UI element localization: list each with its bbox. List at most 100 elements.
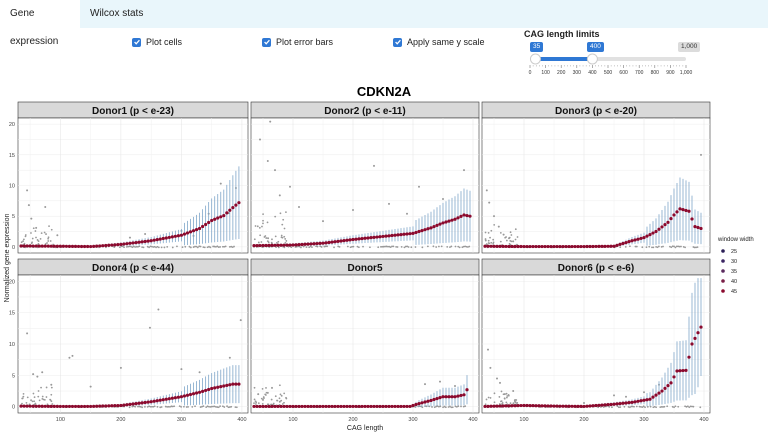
- cell-point: [421, 246, 424, 249]
- mean-point: [387, 234, 391, 238]
- mean-point: [687, 209, 691, 213]
- cell-point: [25, 401, 28, 404]
- x-axis-label: CAG length: [347, 425, 383, 432]
- mean-point: [699, 325, 703, 329]
- mean-point: [504, 404, 508, 408]
- mean-point: [176, 234, 180, 238]
- mean-point: [417, 401, 421, 406]
- tab-gene-expression[interactable]: Gene expression: [0, 0, 80, 47]
- mean-point: [576, 404, 580, 408]
- cell-point: [271, 386, 273, 389]
- cell-point: [170, 405, 173, 408]
- mean-point: [669, 381, 673, 385]
- mean-point: [303, 404, 307, 409]
- mean-point: [110, 243, 114, 247]
- cell-point: [185, 406, 188, 408]
- mean-point: [194, 391, 199, 395]
- cell-point: [640, 405, 642, 408]
- slider-high-handle[interactable]: [586, 53, 598, 65]
- cell-point: [50, 386, 53, 389]
- mean-point: [393, 404, 397, 409]
- mean-point: [354, 237, 358, 241]
- cell-point: [234, 406, 237, 409]
- cell-point: [219, 405, 221, 408]
- cell-point: [671, 405, 674, 408]
- cell-point: [223, 406, 226, 408]
- slider-low-handle[interactable]: [529, 53, 541, 65]
- cell-point: [440, 245, 443, 248]
- cell-point: [692, 246, 695, 248]
- cell-point: [510, 240, 513, 243]
- cell-point: [264, 394, 267, 396]
- cell-point: [653, 405, 656, 408]
- mean-point: [378, 404, 382, 409]
- cell-point: [285, 240, 288, 242]
- mean-point: [465, 213, 469, 218]
- mean-point: [237, 382, 241, 386]
- plot-error-bars-checkbox[interactable]: Plot error bars: [262, 35, 333, 49]
- cell-point: [274, 169, 276, 172]
- cell-point: [45, 233, 47, 235]
- cell-point: [262, 219, 264, 222]
- mean-point: [225, 383, 229, 387]
- mean-point: [58, 244, 62, 248]
- facet-label: Donor6 (p < e-6): [558, 263, 634, 274]
- cell-point: [384, 245, 386, 248]
- mean-point: [654, 393, 658, 397]
- mean-point: [672, 375, 676, 379]
- mean-point: [357, 237, 361, 241]
- cell-point: [484, 231, 487, 234]
- legend-entry: 45: [731, 289, 737, 295]
- cell-point: [298, 205, 300, 208]
- y-tick-label: 15: [9, 153, 15, 159]
- mean-point: [70, 404, 75, 409]
- cell-point: [166, 245, 169, 248]
- cell-point: [467, 246, 469, 248]
- cell-point: [386, 245, 389, 248]
- cell-point: [689, 405, 692, 408]
- slider-tick-label: 200: [557, 70, 566, 76]
- cell-point: [454, 385, 456, 388]
- mean-point: [122, 403, 126, 407]
- mean-point: [201, 224, 205, 229]
- cell-point: [259, 234, 262, 237]
- cell-point: [50, 228, 53, 231]
- cell-point: [194, 405, 196, 408]
- mean-point: [663, 223, 667, 227]
- cell-point: [137, 405, 139, 408]
- mean-point: [197, 390, 202, 394]
- cell-point: [209, 246, 212, 249]
- mean-point: [501, 244, 505, 248]
- plot-cells-checkbox[interactable]: Plot cells: [132, 35, 182, 49]
- mean-point: [137, 240, 141, 244]
- mean-point: [318, 241, 322, 245]
- cell-point: [497, 225, 500, 228]
- cell-point: [180, 368, 183, 371]
- cell-point: [692, 405, 695, 408]
- cell-point: [157, 246, 160, 249]
- mean-point: [507, 244, 511, 249]
- cell-point: [285, 396, 287, 399]
- cell-point: [253, 386, 256, 389]
- legend-swatch: [721, 259, 725, 263]
- cell-point: [684, 405, 686, 408]
- mean-point: [22, 244, 26, 248]
- mean-point: [64, 244, 69, 248]
- cell-point: [323, 245, 326, 248]
- mean-point: [627, 240, 631, 244]
- mean-point: [67, 244, 72, 248]
- mean-point: [540, 404, 544, 408]
- facet-panel: Donor1 (p < e-23) 0 5 10 15 20: [9, 101, 249, 254]
- mean-point: [420, 401, 424, 405]
- cell-point: [655, 246, 658, 248]
- mean-point: [351, 404, 355, 409]
- mean-point: [312, 404, 316, 409]
- mean-point: [684, 208, 688, 213]
- cell-point: [188, 245, 191, 248]
- mean-point: [555, 244, 559, 249]
- cell-point: [403, 246, 406, 249]
- cell-point: [22, 395, 25, 398]
- cag-length-slider[interactable]: 0 100 200 300 400 500 600 700 800 900 1,000: [529, 53, 693, 76]
- tab-wilcox-stats[interactable]: Wilcox stats: [90, 8, 144, 19]
- apply-same-y-scale-checkbox[interactable]: Apply same y scale: [393, 35, 485, 49]
